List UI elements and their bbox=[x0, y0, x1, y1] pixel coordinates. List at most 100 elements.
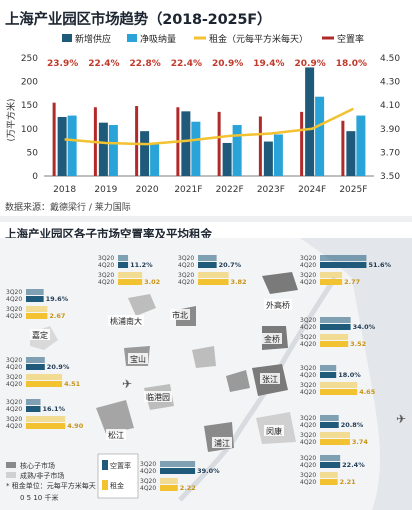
x-tick-label: 2025F bbox=[339, 185, 367, 195]
quarter-label: 3Q20 bbox=[178, 272, 194, 279]
y2-tick-label: 3.90 bbox=[380, 125, 400, 135]
quarter-label: 3Q20 bbox=[300, 365, 316, 372]
legend-swatch-absorption bbox=[127, 34, 137, 42]
map-scale: 0 5 10 千米 bbox=[20, 493, 59, 502]
rent-bar-prev bbox=[320, 334, 349, 340]
vacancy-bar-prev bbox=[320, 455, 341, 461]
quarter-label: 3Q20 bbox=[300, 317, 316, 324]
quarter-label: 4Q20 bbox=[300, 479, 316, 486]
district-label-bg bbox=[108, 315, 144, 326]
rent-value: 4.90 bbox=[67, 422, 84, 430]
district-shape-extra2 bbox=[192, 346, 216, 368]
y2-tick-label: 3.70 bbox=[380, 148, 400, 158]
district-label: 外高桥 bbox=[266, 300, 290, 310]
rent-bar-prev bbox=[198, 272, 229, 278]
rent-bar bbox=[320, 479, 338, 485]
submarket-blocks: 3Q204Q203Q204Q2011.2%3.023Q204Q203Q204Q2… bbox=[6, 255, 391, 492]
vacancy-bar bbox=[320, 324, 351, 330]
vacancy-value: 34.0% bbox=[353, 323, 376, 331]
y2-tick-label: 4.50 bbox=[380, 54, 400, 64]
rent-bar-prev bbox=[160, 478, 178, 484]
rent-value: 3.52 bbox=[350, 340, 366, 348]
quarter-label: 3Q20 bbox=[6, 357, 22, 364]
quarter-label: 3Q20 bbox=[300, 472, 316, 479]
vacancy-label: 20.9% bbox=[295, 59, 326, 69]
district-label: 市北 bbox=[172, 310, 188, 320]
vacancy-value: 51.6% bbox=[368, 261, 391, 269]
district-shape-songjiang bbox=[96, 400, 134, 434]
vacancy-bar bbox=[160, 468, 196, 474]
vacancy-label: 23.9% bbox=[47, 59, 78, 69]
bar-absorption bbox=[108, 125, 118, 176]
quarter-label: 3Q20 bbox=[6, 416, 22, 423]
quarter-label: 4Q20 bbox=[300, 372, 316, 379]
y-tick-label: 200 bbox=[21, 78, 38, 88]
y2-tick-label: 3.50 bbox=[380, 172, 400, 182]
district-label: 桃浦南大 bbox=[110, 316, 142, 326]
legend-core-label: 核心子市场 bbox=[20, 461, 55, 470]
chart-legend: 新增供应 净吸纳量 租金（元每平方米每天） 空置率 bbox=[62, 33, 364, 45]
bar-supply bbox=[346, 131, 356, 176]
y2-tick-label: 4.30 bbox=[380, 78, 400, 88]
rent-bar-prev bbox=[320, 272, 343, 278]
map-legend: 核心子市场 成熟/非子市场 * 租金单位：元每平方米每天 0 5 10 千米 空… bbox=[6, 453, 139, 502]
district-label-bg bbox=[260, 373, 280, 384]
rent-line bbox=[64, 107, 354, 146]
quarter-label: 4Q20 bbox=[178, 262, 194, 269]
bar-absorption bbox=[67, 115, 77, 176]
vacancy-bar-prev bbox=[320, 317, 351, 323]
east-coast bbox=[352, 278, 412, 510]
quarter-label: 3Q20 bbox=[98, 255, 114, 262]
x-tick-label: 2022F bbox=[216, 185, 244, 195]
vacancy-bar-prev bbox=[320, 255, 367, 261]
vacancy-value: 22.4% bbox=[342, 461, 365, 469]
district-label-bg bbox=[128, 353, 148, 364]
quarter-label: 3Q20 bbox=[300, 334, 316, 341]
district-label: 张江 bbox=[262, 375, 278, 384]
trend-chart: 新增供应 净吸纳量 租金（元每平方米每天） 空置率 (万平方米) 0 50 100 1… bbox=[5, 33, 400, 195]
rent-bar bbox=[320, 389, 358, 395]
quarter-label: 4Q20 bbox=[6, 296, 22, 303]
legend-vacancy-label: 空置率 bbox=[110, 461, 131, 470]
vacancy-label: 18.0% bbox=[336, 59, 367, 69]
vacancy-value: 11.2% bbox=[130, 261, 153, 269]
quarter-label: 4Q20 bbox=[98, 279, 114, 286]
quarter-label: 4Q20 bbox=[6, 423, 22, 430]
airport-icon: ✈ bbox=[122, 377, 132, 391]
quarter-label: 4Q20 bbox=[300, 341, 316, 348]
bar-absorption bbox=[315, 96, 325, 176]
district-label-bg bbox=[262, 333, 282, 344]
vacancy-label: 22.4% bbox=[88, 59, 119, 69]
quarter-label: 3Q20 bbox=[140, 478, 156, 485]
quarter-label: 4Q20 bbox=[300, 389, 316, 396]
rent-value: 3.82 bbox=[231, 278, 247, 286]
vacancy-bar-prev bbox=[26, 357, 45, 363]
data-source: 数据来源：戴德梁行 / 莱力国际 bbox=[5, 203, 131, 213]
district-label: 嘉定 bbox=[32, 330, 48, 340]
rent-bar bbox=[26, 313, 48, 319]
chart-data-labels: 23.9% 22.4% 22.8% 22.4% 20.9% 19.4% 20.9% 18.0% bbox=[47, 59, 367, 69]
bar-absorption bbox=[356, 115, 366, 176]
vacancy-stick bbox=[258, 116, 262, 176]
quarter-label: 4Q20 bbox=[6, 406, 22, 413]
bar-supply bbox=[181, 111, 191, 176]
y-tick-label: 100 bbox=[21, 125, 38, 135]
district-label: 浦江 bbox=[214, 438, 230, 448]
rent-value: 2.21 bbox=[340, 478, 357, 486]
y-axis-title: (万平方米) bbox=[5, 98, 17, 141]
vacancy-bar bbox=[26, 296, 44, 302]
vacancy-value: 39.0% bbox=[197, 467, 220, 475]
quarter-label: 3Q20 bbox=[6, 374, 22, 381]
vacancy-value: 20.8% bbox=[341, 421, 364, 429]
rent-bar bbox=[320, 439, 350, 445]
bar-supply bbox=[140, 131, 150, 176]
